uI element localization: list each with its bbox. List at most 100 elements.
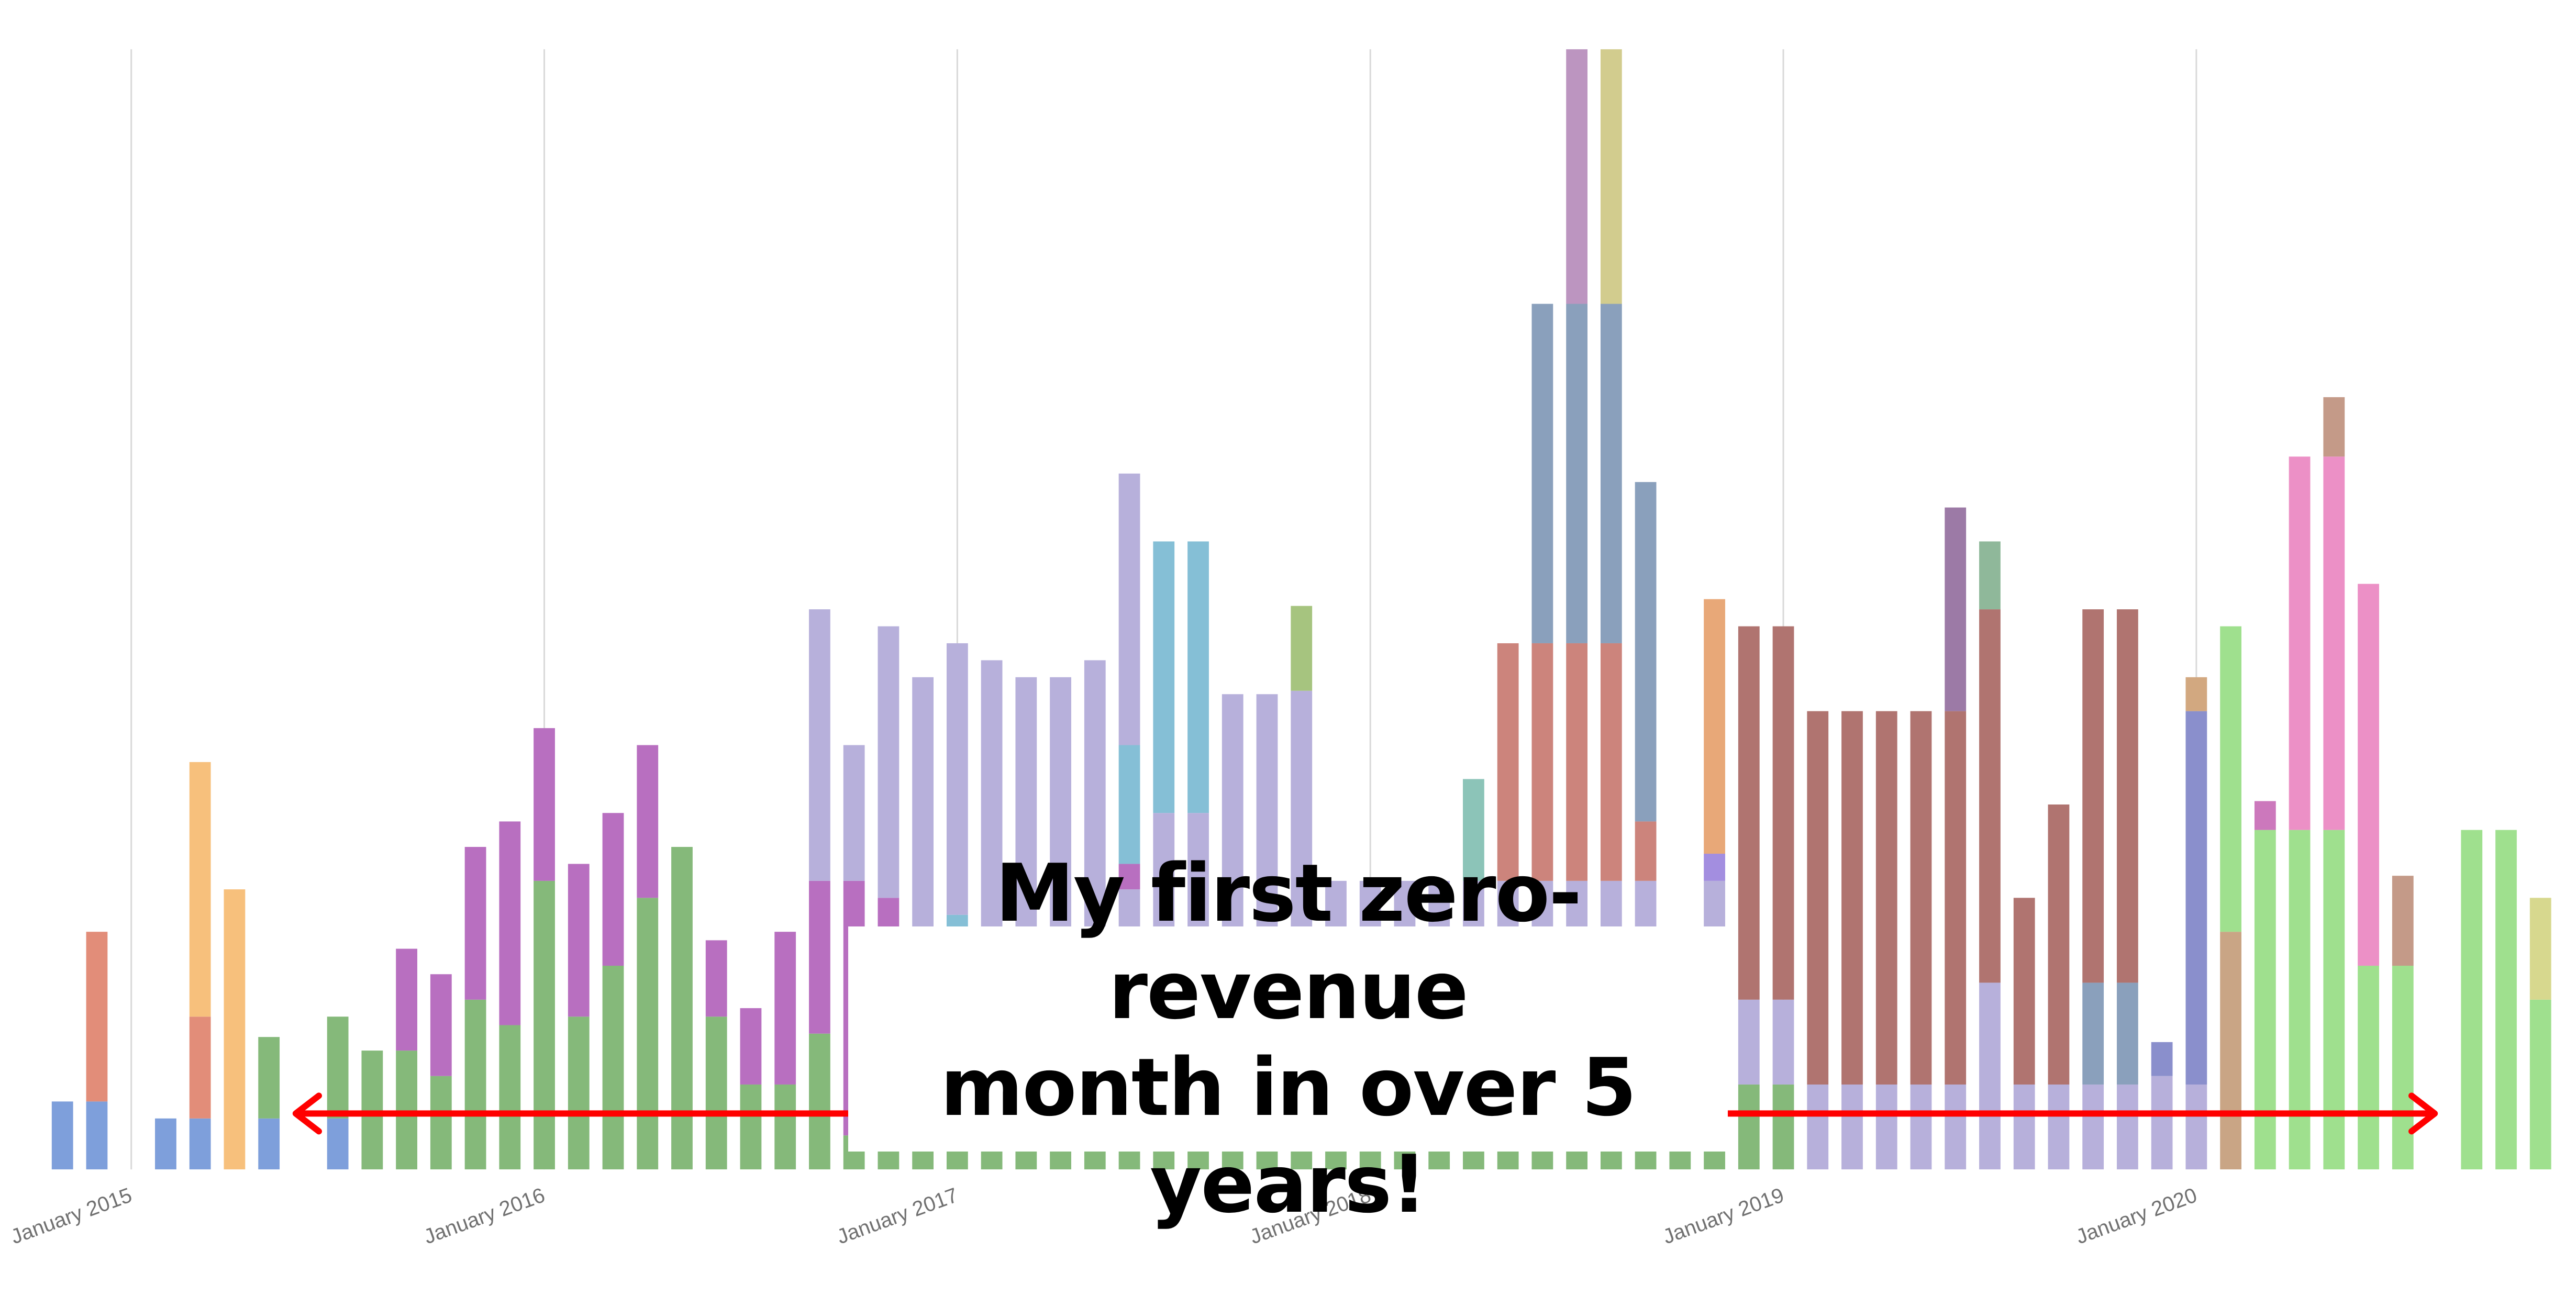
bar-segment-2020-11-1: [2529, 898, 2551, 1000]
bar-segment-2016-05-0: [671, 847, 693, 1170]
bar-2019-02: [1807, 711, 1829, 1170]
bar-2015-04: [224, 889, 246, 1170]
bar-segment-2016-11-2: [878, 626, 900, 898]
bar-2020-07: [2392, 876, 2414, 1170]
bar-segment-2019-11-2: [2116, 609, 2138, 983]
bar-2015-10: [430, 974, 452, 1170]
bar-segment-2016-08-1: [774, 932, 796, 1085]
bar-segment-2016-02-1: [568, 864, 590, 1017]
bar-2019-03: [1841, 711, 1863, 1170]
bar-segment-2017-06-2: [1118, 864, 1140, 890]
bar-segment-2018-12-2: [1738, 626, 1760, 1000]
bar-2015-11: [464, 847, 486, 1170]
bar-segment-2019-12-0: [2151, 1076, 2173, 1170]
bar-2019-12: [2151, 1042, 2173, 1170]
bar-segment-2020-04-0: [2289, 830, 2311, 1170]
bar-2015-02: [155, 1118, 176, 1170]
bar-segment-2016-06-1: [705, 940, 727, 1017]
bar-2020-09: [2461, 830, 2483, 1170]
bar-segment-2015-12-1: [499, 821, 521, 1025]
bar-2016-02: [568, 864, 590, 1170]
bar-segment-2015-02-0: [155, 1118, 176, 1170]
bar-segment-2020-07-0: [2392, 966, 2414, 1170]
bar-segment-2020-02-1: [2220, 626, 2241, 932]
bar-segment-2019-09-1: [2048, 804, 2070, 1085]
bar-segment-2016-03-1: [602, 813, 624, 966]
bar-segment-2020-09-0: [2461, 830, 2483, 1170]
bar-segment-2014-12-1: [86, 932, 108, 1102]
bar-segment-2018-04-2: [1463, 779, 1484, 881]
bar-segment-2018-11-3: [1704, 599, 1725, 854]
bar-segment-2018-11-2: [1704, 854, 1725, 881]
bar-segment-2019-02-0: [1807, 1084, 1829, 1170]
bar-2019-05: [1910, 711, 1932, 1170]
bar-2015-03: [189, 762, 211, 1170]
bar-segment-2016-07-0: [740, 1084, 762, 1170]
bar-segment-2015-12-0: [499, 1025, 521, 1170]
bar-segment-2018-12-0: [1738, 1084, 1760, 1170]
bar-segment-2016-04-0: [637, 898, 659, 1170]
bar-2016-09: [809, 609, 830, 1170]
bar-segment-2017-06-4: [1118, 473, 1140, 745]
bar-segment-2015-08-0: [361, 1051, 383, 1170]
bar-segment-2016-07-1: [740, 1008, 762, 1085]
bar-segment-2019-10-1: [2082, 982, 2104, 1085]
bar-segment-2016-09-0: [809, 1033, 830, 1170]
bar-segment-2015-09-0: [396, 1051, 417, 1170]
bar-segment-2020-01-2: [2185, 677, 2207, 711]
bar-segment-2016-01-0: [534, 880, 555, 1170]
bar-2019-01: [1772, 626, 1794, 1170]
bar-2015-12: [499, 821, 521, 1170]
bar-segment-2015-07-1: [327, 1016, 349, 1119]
bar-segment-2015-05-1: [258, 1037, 280, 1119]
bar-segment-2016-03-0: [602, 966, 624, 1170]
bar-segment-2019-03-0: [1841, 1084, 1863, 1170]
arrow-head-left: [292, 1092, 322, 1135]
bar-segment-2019-01-2: [1772, 626, 1794, 1000]
bar-2018-07: [1566, 49, 1588, 1170]
bar-segment-2014-12-0: [86, 1101, 108, 1170]
bar-2019-10: [2082, 609, 2104, 1170]
bar-segment-2019-10-0: [2082, 1084, 2104, 1170]
bar-2016-03: [602, 813, 624, 1170]
bar-2019-04: [1875, 711, 1897, 1170]
bar-segment-2019-06-0: [1945, 1084, 1967, 1170]
bar-segment-2015-10-0: [430, 1076, 452, 1170]
bar-segment-2015-03-2: [189, 762, 211, 1017]
bar-segment-2017-11-2: [1291, 606, 1313, 691]
bar-segment-2015-03-0: [189, 1118, 211, 1170]
bar-2015-09: [396, 948, 417, 1170]
bar-segment-2019-04-0: [1875, 1084, 1897, 1170]
bar-2019-07: [1979, 541, 2001, 1170]
bar-segment-2018-07-2: [1566, 643, 1588, 881]
bar-2020-11: [2529, 898, 2551, 1170]
bar-segment-2020-02-0: [2220, 932, 2241, 1170]
bar-segment-2019-11-1: [2116, 982, 2138, 1085]
bar-segment-2015-09-1: [396, 948, 417, 1051]
bar-segment-2020-03-1: [2254, 801, 2276, 830]
bar-segment-2018-07-4: [1566, 49, 1588, 304]
bar-2020-02: [2220, 626, 2241, 1170]
bar-segment-2019-11-0: [2116, 1084, 2138, 1170]
bar-segment-2015-11-0: [464, 999, 486, 1170]
bar-segment-2019-02-1: [1807, 711, 1829, 1085]
bar-segment-2015-10-1: [430, 974, 452, 1076]
tick-label-2020: January 2020: [2073, 1183, 2200, 1248]
bar-segment-2017-08-2: [1187, 541, 1209, 813]
bar-2019-06: [1945, 507, 1967, 1170]
bar-segment-2019-08-0: [2013, 1084, 2035, 1170]
bar-segment-2018-06-2: [1531, 643, 1553, 881]
bar-segment-2018-07-3: [1566, 304, 1588, 643]
bar-2020-04: [2289, 456, 2311, 1170]
bar-2016-04: [637, 745, 659, 1170]
arrow-head-right: [2408, 1092, 2438, 1135]
bar-segment-2019-05-1: [1910, 711, 1932, 1085]
bar-segment-2020-07-1: [2392, 876, 2414, 966]
bar-segment-2019-07-2: [1979, 541, 2001, 610]
bar-segment-2020-06-1: [2358, 584, 2379, 966]
bar-segment-2016-09-2: [809, 609, 830, 881]
bar-2019-09: [2048, 804, 2070, 1170]
bar-segment-2018-08-2: [1600, 643, 1622, 881]
bar-segment-2017-07-2: [1153, 541, 1175, 813]
bar-segment-2018-09-3: [1635, 482, 1657, 822]
